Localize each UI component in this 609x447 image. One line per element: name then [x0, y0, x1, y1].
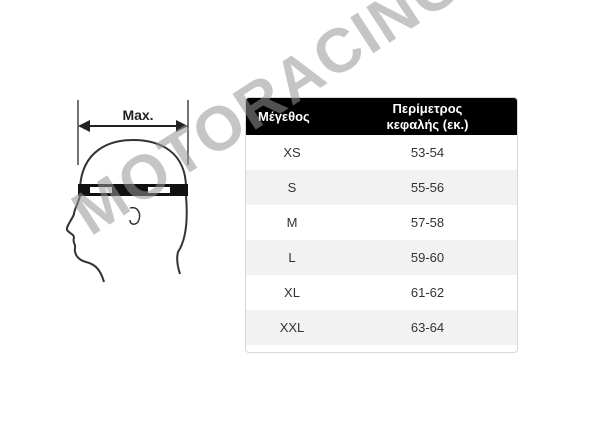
circumference-cell: 63-64 — [338, 310, 517, 345]
header-row: Μέγεθος Περίμετρος κεφαλής (εκ.) — [246, 98, 517, 135]
circumference-cell: 57-58 — [410, 215, 445, 230]
table: Μέγεθος Περίμετρος κεφαλής (εκ.) XS 53-54… — [246, 98, 517, 345]
face-profile — [65, 195, 105, 283]
max-label: Max. — [122, 107, 153, 123]
size-cell: S — [246, 170, 338, 205]
head-crown — [79, 138, 187, 189]
band-stripe — [90, 187, 112, 193]
head-back — [176, 195, 188, 275]
ear — [129, 206, 141, 225]
size-cell: XL — [284, 285, 300, 300]
size-cell: XXL — [246, 310, 338, 345]
size-cell: M — [286, 215, 298, 230]
table-row: L 59-60 — [246, 240, 517, 275]
arrow-head — [78, 120, 90, 132]
circumference-cell: 53-54 — [410, 145, 445, 160]
circumference-cell: 55-56 — [338, 170, 517, 205]
size-table: Μέγεθος Περίμετρος κεφαλής (εκ.) XS 53-54… — [245, 97, 518, 353]
band-stripe — [148, 187, 170, 193]
table-row: XL 61-62 — [246, 275, 517, 310]
size-cell: L — [246, 240, 338, 275]
header-cell: Μέγεθος — [246, 98, 338, 135]
circumference-cell: 61-62 — [410, 285, 445, 300]
table-row: XS 53-54 — [246, 135, 517, 170]
table-row: S 55-56 — [246, 170, 517, 205]
label-bg — [112, 106, 164, 124]
header-cell: Περίμετρος κεφαλής (εκ.) — [338, 98, 517, 135]
circumference-cell: 59-60 — [338, 240, 517, 275]
arrow-head — [176, 120, 188, 132]
table-row: M 57-58 — [246, 205, 517, 240]
table-row: XXL 63-64 — [246, 310, 517, 345]
head-diagram: Max. — [65, 100, 189, 283]
size-cell: XS — [283, 145, 301, 160]
header-text: Περίμετρος κεφαλής (εκ.) — [386, 100, 469, 132]
